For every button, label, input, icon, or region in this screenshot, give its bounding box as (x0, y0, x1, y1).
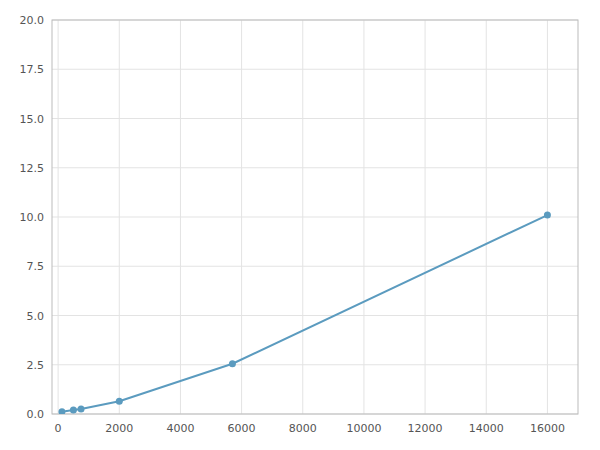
x-tick-label: 12000 (408, 422, 443, 435)
y-grid-line (52, 364, 578, 365)
x-tick-label: 0 (55, 422, 62, 435)
y-tick-label: 0.0 (27, 408, 45, 421)
chart-container: 0 2000 4000 6000 8000 10000 12000 14000 16000 0.0… (0, 0, 600, 450)
data-point (78, 406, 85, 413)
x-tick-label: 8000 (289, 422, 317, 435)
y-grid-line (52, 315, 578, 316)
y-tick-label: 15.0 (20, 113, 45, 126)
y-grid-line (52, 118, 578, 119)
y-tick-label: 12.5 (20, 162, 45, 175)
x-tick-label: 14000 (469, 422, 504, 435)
x-tick-label: 6000 (228, 422, 256, 435)
y-tick-label: 20.0 (20, 14, 45, 27)
y-tick-label: 7.5 (27, 260, 45, 273)
x-tick-label: 2000 (105, 422, 133, 435)
y-tick-label: 10.0 (20, 211, 45, 224)
y-tick-label: 2.5 (27, 359, 45, 372)
x-tick-label: 10000 (346, 422, 381, 435)
y-grid-line (52, 167, 578, 168)
x-tick-label: 4000 (166, 422, 194, 435)
data-point (544, 212, 551, 219)
plot-frame (52, 20, 578, 414)
data-line (62, 215, 547, 412)
data-point (58, 408, 65, 414)
data-layer (58, 212, 550, 414)
y-tick-label: 5.0 (27, 310, 45, 323)
data-point (116, 398, 123, 405)
y-tick-label: 17.5 (20, 63, 45, 76)
plot-background (52, 20, 578, 414)
x-tick-label: 16000 (530, 422, 565, 435)
y-grid-line (52, 69, 578, 70)
axes: 0 2000 4000 6000 8000 10000 12000 14000 16000 0.0… (20, 14, 565, 435)
data-point (70, 407, 77, 414)
y-grid-line (52, 217, 578, 218)
chart-svg: 0 2000 4000 6000 8000 10000 12000 14000 16000 0.0… (0, 0, 600, 450)
y-grid-line (52, 266, 578, 267)
data-point (229, 360, 236, 367)
grid (52, 20, 578, 414)
